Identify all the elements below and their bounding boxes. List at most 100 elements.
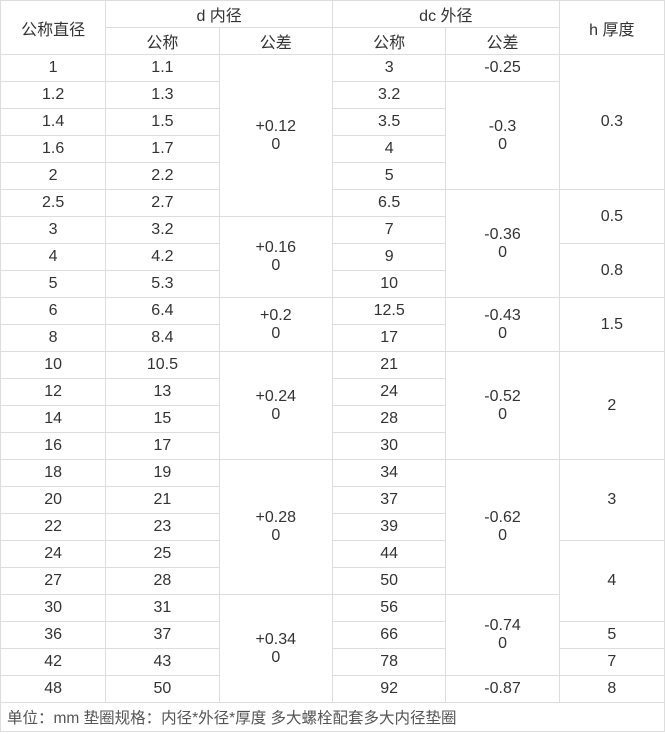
cell-d-nominal: 1.3 — [106, 82, 219, 109]
washer-spec-table: 公称直径 d 内径 dc 外径 h 厚度 公称 公差 公称 公差 11.1+0.… — [0, 0, 665, 732]
cell-nominal-diameter: 1.6 — [1, 136, 106, 163]
cell-dc-nominal: 44 — [332, 541, 445, 568]
cell-d-nominal: 5.3 — [106, 271, 219, 298]
table-row: 1819+0.28034-0.6203 — [1, 460, 665, 487]
cell-d-tolerance: +0.120 — [219, 55, 332, 217]
cell-nominal-diameter: 20 — [1, 487, 106, 514]
tol-upper: +0.2 — [260, 307, 292, 324]
cell-dc-nominal: 7 — [332, 217, 445, 244]
hdr-dc-tolerance: 公差 — [446, 28, 559, 55]
cell-nominal-diameter: 6 — [1, 298, 106, 325]
tol-lower: 0 — [271, 406, 280, 423]
cell-d-tolerance: +0.20 — [219, 298, 332, 352]
cell-dc-nominal: 3.2 — [332, 82, 445, 109]
cell-nominal-diameter: 2 — [1, 163, 106, 190]
cell-d-nominal: 43 — [106, 649, 219, 676]
cell-d-nominal: 23 — [106, 514, 219, 541]
cell-h-thickness: 0.8 — [559, 244, 664, 298]
cell-dc-tolerance: -0.520 — [446, 352, 559, 460]
tol-upper: -0.74 — [484, 617, 520, 634]
hdr-d-group: d 内径 — [106, 1, 333, 28]
cell-d-nominal: 13 — [106, 379, 219, 406]
hdr-dc-nominal: 公称 — [332, 28, 445, 55]
cell-h-thickness: 5 — [559, 622, 664, 649]
hdr-d-nominal: 公称 — [106, 28, 219, 55]
cell-dc-tolerance: -0.740 — [446, 595, 559, 676]
table-row: 44.290.8 — [1, 244, 665, 271]
tol-upper: -0.3 — [489, 118, 517, 135]
tol-lower: 0 — [498, 527, 507, 544]
cell-h-thickness: 8 — [559, 676, 664, 703]
cell-d-nominal: 8.4 — [106, 325, 219, 352]
hdr-d-tolerance: 公差 — [219, 28, 332, 55]
cell-dc-nominal: 6.5 — [332, 190, 445, 217]
table-row: 4243787 — [1, 649, 665, 676]
cell-d-nominal: 2.7 — [106, 190, 219, 217]
cell-nominal-diameter: 3 — [1, 217, 106, 244]
cell-d-nominal: 50 — [106, 676, 219, 703]
cell-d-nominal: 4.2 — [106, 244, 219, 271]
table-row: 3637 66 5 — [1, 622, 665, 649]
tol-lower: 0 — [271, 527, 280, 544]
cell-d-nominal: 37 — [106, 622, 219, 649]
cell-d-nominal: 28 — [106, 568, 219, 595]
cell-d-nominal: 1.1 — [106, 55, 219, 82]
cell-nominal-diameter: 2.5 — [1, 190, 106, 217]
hdr-nominal-diameter: 公称直径 — [1, 1, 106, 55]
hdr-h-thickness: h 厚度 — [559, 1, 664, 55]
cell-dc-nominal: 66 — [332, 622, 445, 649]
cell-d-nominal: 1.5 — [106, 109, 219, 136]
cell-nominal-diameter: 48 — [1, 676, 106, 703]
tol-lower: 0 — [498, 136, 507, 153]
tol-lower: 0 — [271, 649, 280, 666]
cell-nominal-diameter: 16 — [1, 433, 106, 460]
cell-h-thickness: 0.5 — [559, 190, 664, 244]
cell-dc-nominal: 9 — [332, 244, 445, 271]
table-row: 11.1+0.1203-0.250.3 — [1, 55, 665, 82]
table-footer: 单位：mm 垫圈规格：内径*外径*厚度 多大螺栓配套多大内径垫圈 — [1, 703, 665, 732]
tol-upper: -0.43 — [484, 307, 520, 324]
tol-upper: +0.34 — [256, 631, 296, 648]
cell-dc-nominal: 3.5 — [332, 109, 445, 136]
cell-nominal-diameter: 36 — [1, 622, 106, 649]
cell-h-thickness: 0.3 — [559, 55, 664, 190]
cell-d-nominal: 25 — [106, 541, 219, 568]
tol-upper: -0.87 — [484, 680, 520, 697]
tol-upper: +0.24 — [256, 388, 296, 405]
cell-dc-nominal: 4 — [332, 136, 445, 163]
cell-dc-tolerance: -0.620 — [446, 460, 559, 595]
tol-lower: 0 — [271, 136, 280, 153]
cell-d-nominal: 17 — [106, 433, 219, 460]
cell-dc-nominal: 17 — [332, 325, 445, 352]
table-row: 485092-0.878 — [1, 676, 665, 703]
cell-d-nominal: 21 — [106, 487, 219, 514]
cell-nominal-diameter: 22 — [1, 514, 106, 541]
table-row: 2425444 — [1, 541, 665, 568]
cell-dc-nominal: 24 — [332, 379, 445, 406]
cell-dc-nominal: 5 — [332, 163, 445, 190]
tol-upper: -0.25 — [484, 59, 520, 76]
table-row: 1010.5+0.24021-0.5202 — [1, 352, 665, 379]
cell-nominal-diameter: 18 — [1, 460, 106, 487]
tol-lower: 0 — [498, 635, 507, 652]
cell-dc-nominal: 21 — [332, 352, 445, 379]
cell-dc-nominal: 50 — [332, 568, 445, 595]
cell-dc-tolerance: -0.30 — [446, 82, 559, 190]
tol-lower: 0 — [498, 244, 507, 261]
tol-lower: 0 — [271, 257, 280, 274]
tol-upper: +0.12 — [256, 118, 296, 135]
cell-nominal-diameter: 24 — [1, 541, 106, 568]
cell-nominal-diameter: 42 — [1, 649, 106, 676]
cell-d-nominal: 1.7 — [106, 136, 219, 163]
cell-d-tolerance: +0.160 — [219, 217, 332, 298]
cell-dc-nominal: 56 — [332, 595, 445, 622]
tol-lower: 0 — [271, 325, 280, 342]
cell-d-nominal: 15 — [106, 406, 219, 433]
cell-h-thickness: 3 — [559, 460, 664, 541]
cell-dc-nominal: 28 — [332, 406, 445, 433]
table-row: 66.4+0.2012.5-0.4301.5 — [1, 298, 665, 325]
cell-dc-tolerance: -0.25 — [446, 55, 559, 82]
hdr-dc-group: dc 外径 — [332, 1, 559, 28]
cell-dc-nominal: 12.5 — [332, 298, 445, 325]
cell-d-nominal: 2.2 — [106, 163, 219, 190]
